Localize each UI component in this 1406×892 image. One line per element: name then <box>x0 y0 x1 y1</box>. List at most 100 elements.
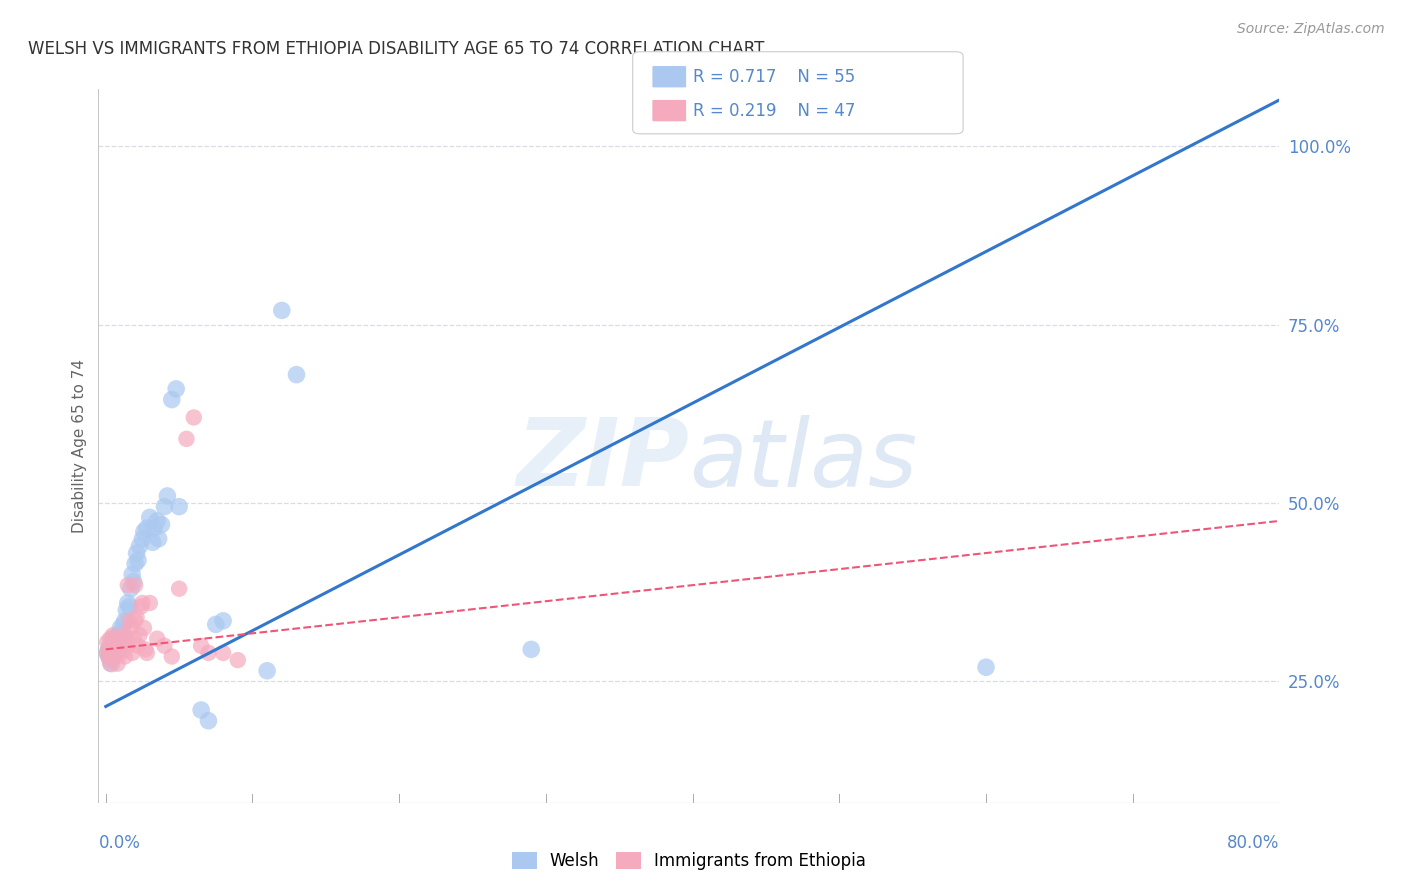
Point <box>112 617 135 632</box>
Point <box>226 653 249 667</box>
Point <box>107 635 129 649</box>
Point <box>117 639 139 653</box>
Point <box>212 614 235 628</box>
Point <box>256 664 278 678</box>
Point <box>101 632 124 646</box>
Point <box>114 628 136 642</box>
Point <box>105 639 128 653</box>
Text: 0.0%: 0.0% <box>98 834 141 852</box>
Point <box>122 574 145 589</box>
Text: 80.0%: 80.0% <box>1227 834 1279 852</box>
Point <box>190 639 212 653</box>
Text: R = 0.219    N = 47: R = 0.219 N = 47 <box>693 102 855 120</box>
Point <box>101 649 124 664</box>
Point <box>107 628 129 642</box>
Point <box>190 703 212 717</box>
Point <box>97 642 120 657</box>
Point <box>134 642 156 657</box>
Point <box>183 410 205 425</box>
Point <box>120 582 142 596</box>
Point <box>98 639 121 653</box>
Point <box>118 599 141 614</box>
Point <box>98 657 121 671</box>
Point <box>101 639 124 653</box>
Point <box>124 614 146 628</box>
Point <box>114 649 136 664</box>
Point <box>150 517 173 532</box>
Point <box>135 521 157 535</box>
Point <box>121 567 143 582</box>
Point <box>98 653 121 667</box>
Point <box>142 535 165 549</box>
Point <box>128 628 150 642</box>
Point <box>97 649 120 664</box>
Point <box>100 639 122 653</box>
Point <box>103 649 125 664</box>
Point <box>121 646 143 660</box>
Text: R = 0.717    N = 55: R = 0.717 N = 55 <box>693 68 855 86</box>
Point <box>114 614 136 628</box>
Point <box>100 642 122 657</box>
Point <box>285 368 308 382</box>
Point <box>105 632 128 646</box>
Point <box>212 646 235 660</box>
Point <box>111 624 134 639</box>
Point <box>167 500 190 514</box>
Point <box>97 649 120 664</box>
Legend: Welsh, Immigrants from Ethiopia: Welsh, Immigrants from Ethiopia <box>505 845 873 877</box>
Point <box>98 632 121 646</box>
Point <box>108 642 131 657</box>
Point <box>156 489 179 503</box>
Point <box>197 646 219 660</box>
Point <box>127 639 149 653</box>
Text: ZIP: ZIP <box>516 414 689 507</box>
Point <box>124 557 146 571</box>
Point <box>197 714 219 728</box>
Point <box>101 639 124 653</box>
Point <box>96 646 118 660</box>
Point <box>96 635 118 649</box>
Point <box>117 578 139 592</box>
Point <box>143 521 166 535</box>
Point <box>131 532 153 546</box>
Point <box>110 628 132 642</box>
Point <box>160 392 183 407</box>
Point <box>117 596 139 610</box>
Point <box>96 646 118 660</box>
Point <box>125 610 148 624</box>
Point <box>153 639 176 653</box>
Text: Source: ZipAtlas.com: Source: ZipAtlas.com <box>1237 22 1385 37</box>
Point <box>132 621 155 635</box>
Point <box>270 303 292 318</box>
Point <box>165 382 187 396</box>
Point <box>103 646 125 660</box>
Point <box>153 500 176 514</box>
Point <box>160 649 183 664</box>
Point <box>115 632 138 646</box>
Point <box>110 646 132 660</box>
Point <box>110 621 132 635</box>
Point <box>118 614 141 628</box>
Point <box>111 632 134 646</box>
Point <box>974 660 997 674</box>
Point <box>100 646 122 660</box>
Point <box>115 603 138 617</box>
Point <box>135 646 157 660</box>
Point <box>148 532 170 546</box>
Point <box>139 510 162 524</box>
Point <box>107 657 129 671</box>
Point <box>108 639 131 653</box>
Point <box>105 642 128 657</box>
Point <box>146 514 169 528</box>
Point <box>128 539 150 553</box>
Point <box>129 599 152 614</box>
Point <box>97 642 120 657</box>
Point <box>167 582 190 596</box>
Point <box>131 596 153 610</box>
Point <box>120 621 142 635</box>
Point <box>124 578 146 592</box>
Point <box>127 553 149 567</box>
Point <box>146 632 169 646</box>
Point <box>122 632 145 646</box>
Point <box>204 617 226 632</box>
